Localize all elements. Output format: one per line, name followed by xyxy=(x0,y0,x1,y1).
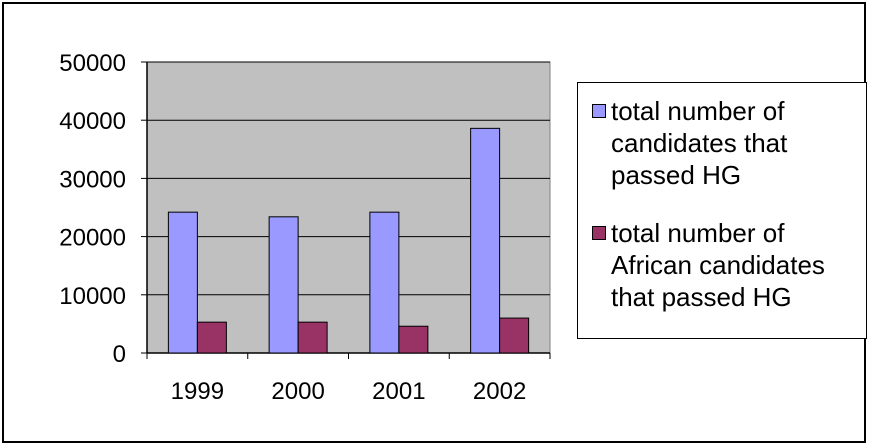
bar-african-1999 xyxy=(196,321,227,354)
legend-label-african: total number of African candidates that … xyxy=(611,218,825,312)
x-tick-label: 2001 xyxy=(372,378,425,405)
x-tick-label: 2000 xyxy=(271,378,324,405)
bar-african-2001 xyxy=(398,325,429,354)
y-tick-label: 0 xyxy=(113,341,126,368)
bar-chart: 0 10000 20000 30000 40000 50000 1999 2000 2001 20… xyxy=(59,50,551,405)
y-tick-label: 20000 xyxy=(59,225,126,252)
legend-swatch-african xyxy=(592,226,606,240)
bar-african-2000 xyxy=(297,321,328,354)
bar-total-2001 xyxy=(369,211,400,354)
y-tick-label: 30000 xyxy=(59,166,126,193)
legend-swatch-total xyxy=(592,104,606,118)
bar-african-2002 xyxy=(499,317,530,354)
legend-label-total: total number of candidates that passed H… xyxy=(611,96,788,190)
bar-total-2002 xyxy=(470,127,501,354)
bar-total-1999 xyxy=(167,211,198,354)
legend: total number of candidates that passed H… xyxy=(577,82,867,339)
y-tick-label: 10000 xyxy=(59,283,126,310)
y-tick-label: 50000 xyxy=(59,50,126,77)
bar-total-2000 xyxy=(268,216,299,354)
y-tick-label: 40000 xyxy=(59,108,126,135)
x-tick-label: 2002 xyxy=(473,378,526,405)
x-tick-label: 1999 xyxy=(171,378,224,405)
